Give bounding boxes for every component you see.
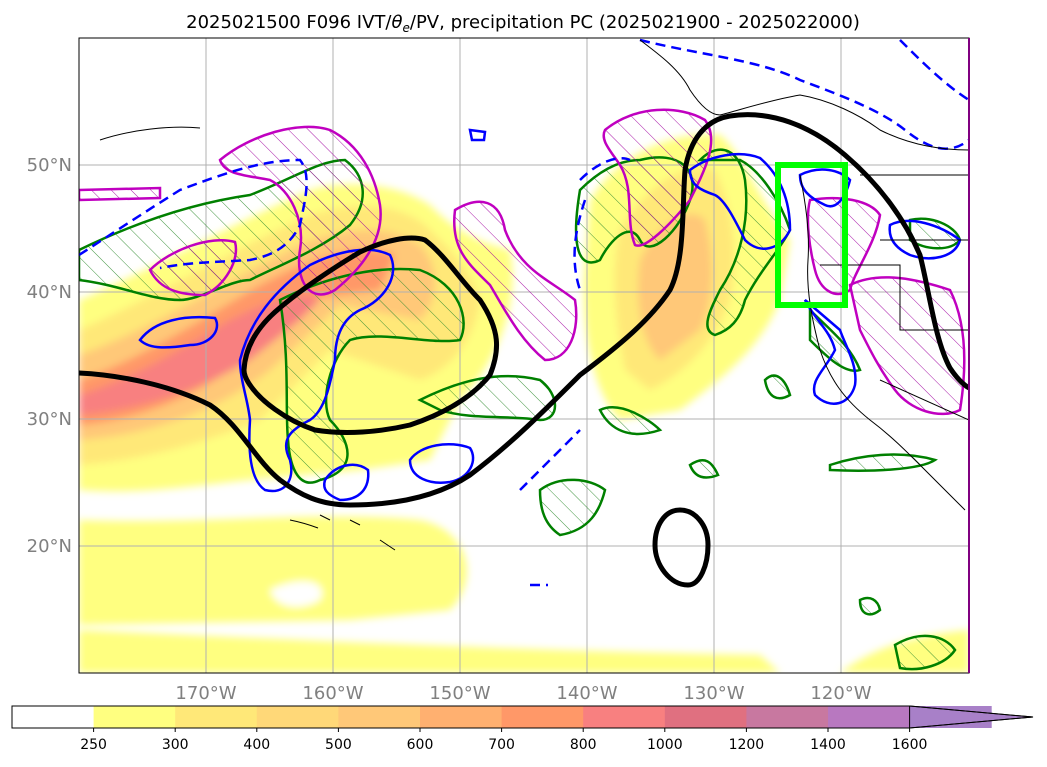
chart-title: 2025021500 F096 IVT/θe/PV, precipitation… bbox=[186, 12, 860, 35]
colorbar-outline bbox=[11, 705, 1034, 729]
colorbar-tick-label: 800 bbox=[570, 737, 597, 753]
lon-label-130w: 130°W bbox=[683, 683, 744, 704]
colorbar-segment bbox=[828, 706, 911, 728]
colorbar-segment bbox=[501, 706, 584, 728]
colorbar-tick-label: 400 bbox=[243, 737, 270, 753]
colorbar: 250 300 400 500 600 700 800 1000 1200 1400 1600 bbox=[11, 705, 1034, 753]
focus-region-box bbox=[775, 162, 848, 308]
colorbar-segment bbox=[664, 706, 747, 728]
lon-label-140w: 140°W bbox=[556, 683, 617, 704]
colorbar-segment bbox=[746, 706, 829, 728]
lat-axis-labels: 50°N 40°N 30°N 20°N bbox=[27, 155, 72, 557]
colorbar-tick-label: 300 bbox=[162, 737, 189, 753]
lon-label-160w: 160°W bbox=[302, 683, 363, 704]
pv-blue-dashed bbox=[79, 38, 969, 587]
colorbar-tick-label: 1400 bbox=[810, 737, 846, 753]
colorbar-segment bbox=[256, 706, 339, 728]
lon-label-170w: 170°W bbox=[175, 683, 236, 704]
colorbar-segment-under bbox=[12, 706, 94, 728]
lon-axis-labels: 170°W 160°W 150°W 140°W 130°W 120°W bbox=[175, 683, 871, 704]
colorbar-tick-label: 600 bbox=[407, 737, 434, 753]
colorbar-tick-label: 1200 bbox=[729, 737, 765, 753]
lat-label-30: 30°N bbox=[27, 409, 72, 430]
lat-label-50: 50°N bbox=[27, 155, 72, 176]
colorbar-segment bbox=[338, 706, 421, 728]
lon-label-150w: 150°W bbox=[429, 683, 490, 704]
map-panel bbox=[79, 38, 969, 673]
coastline bbox=[99, 39, 969, 551]
colorbar-segment bbox=[420, 706, 503, 728]
colorbar-segment bbox=[583, 706, 666, 728]
lon-label-120w: 120°W bbox=[810, 683, 871, 704]
colorbar-tick-label: 700 bbox=[488, 737, 515, 753]
colorbar-segment bbox=[93, 706, 176, 728]
lat-label-40: 40°N bbox=[27, 282, 72, 303]
theta-e-contours bbox=[79, 112, 969, 588]
lat-label-20: 20°N bbox=[27, 536, 72, 557]
colorbar-tick-label: 250 bbox=[80, 737, 107, 753]
colorbar-tick-label: 1600 bbox=[892, 737, 928, 753]
colorbar-tick-label: 1000 bbox=[647, 737, 683, 753]
colorbar-segment bbox=[175, 706, 258, 728]
colorbar-tick-label: 500 bbox=[325, 737, 352, 753]
